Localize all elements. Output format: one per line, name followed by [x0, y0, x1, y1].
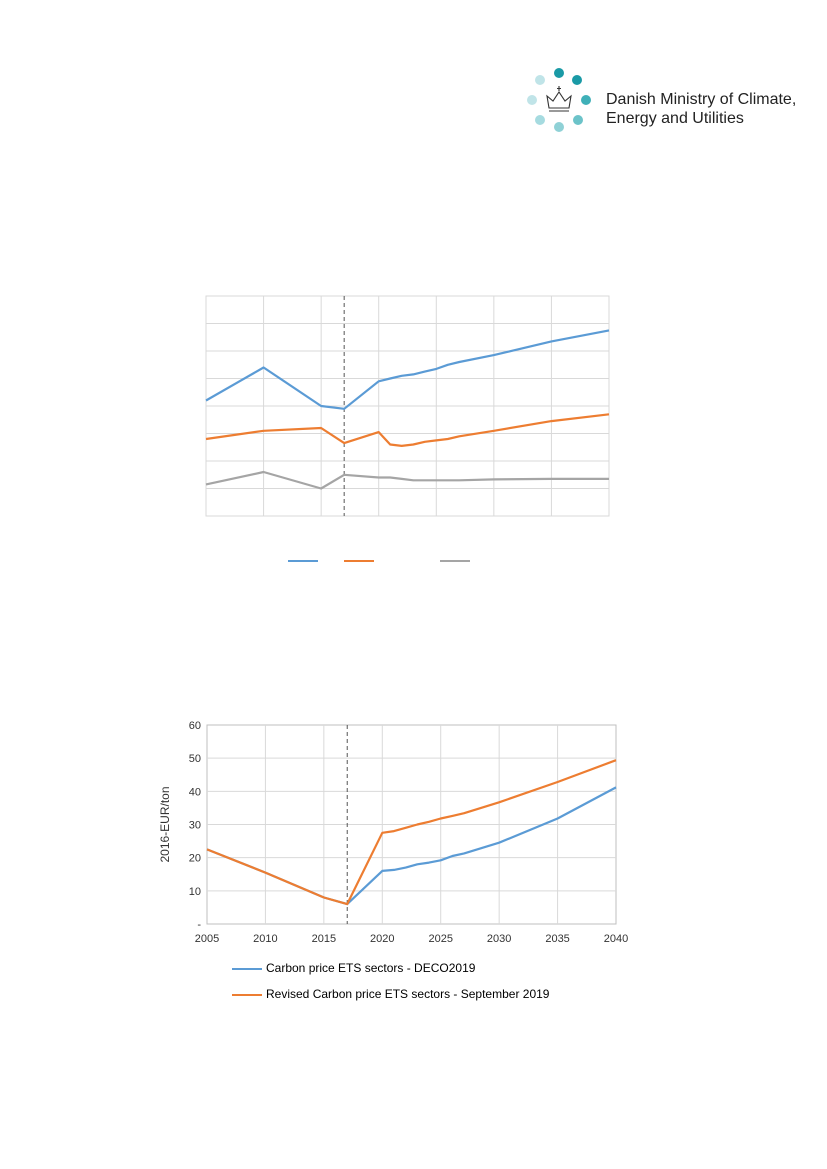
- y-tick-label: 10: [189, 886, 201, 898]
- legend-swatch: [288, 560, 318, 562]
- crown-with-dots-logo-icon: [527, 68, 591, 132]
- x-tick-label: 2020: [370, 933, 394, 945]
- y-tick-label: 50: [189, 753, 201, 765]
- y-axis-label: 2016-EUR/ton: [158, 786, 172, 862]
- legend-swatch: [232, 968, 262, 970]
- series-line-2: [206, 759, 617, 906]
- chart-1: [205, 295, 610, 517]
- series-line-2: [205, 413, 610, 447]
- x-tick-label: 2035: [545, 933, 569, 945]
- x-tick-label: 2005: [195, 933, 219, 945]
- x-tick-label: 2030: [487, 933, 511, 945]
- series-line-1: [205, 329, 610, 410]
- y-tick-label: 60: [189, 720, 201, 732]
- y-tick-label: 20: [189, 853, 201, 865]
- legend-swatch: [344, 560, 374, 562]
- x-tick-label: 2025: [428, 933, 452, 945]
- legend-swatch: [440, 560, 470, 562]
- legend-label: Carbon price ETS sectors - DECO2019: [266, 961, 476, 975]
- logo-dot: [535, 115, 545, 125]
- crown-shape: [546, 86, 572, 112]
- logo-dot: [573, 115, 583, 125]
- series-line-3: [205, 470, 609, 490]
- y-tick-label: -: [197, 919, 201, 931]
- logo-dot: [535, 75, 545, 85]
- legend-label: Revised Carbon price ETS sectors - Septe…: [266, 987, 550, 1001]
- x-tick-label: 2010: [253, 933, 277, 945]
- legend-entry: Carbon price ETS sectors - DECO2019: [232, 961, 475, 975]
- y-tick-label: 40: [189, 786, 201, 798]
- logo-dot: [554, 122, 564, 132]
- logo-dot: [527, 95, 537, 105]
- logo-text: Danish Ministry of Climate, Energy and U…: [606, 90, 796, 128]
- logo-dot: [554, 68, 564, 78]
- logo-text-line1: Danish Ministry of Climate,: [606, 91, 797, 108]
- x-tick-label: 2040: [604, 933, 628, 945]
- logo-dot: [581, 95, 591, 105]
- logo-dot: [572, 75, 582, 85]
- logo-text-line2: Energy and Utilities: [606, 110, 744, 127]
- ministry-logo: Danish Ministry of Climate, Energy and U…: [522, 64, 812, 136]
- legend-entry: Revised Carbon price ETS sectors - Septe…: [232, 987, 549, 1001]
- x-tick-label: 2015: [312, 933, 336, 945]
- legend-swatch: [232, 994, 262, 996]
- y-tick-label: 30: [189, 820, 201, 832]
